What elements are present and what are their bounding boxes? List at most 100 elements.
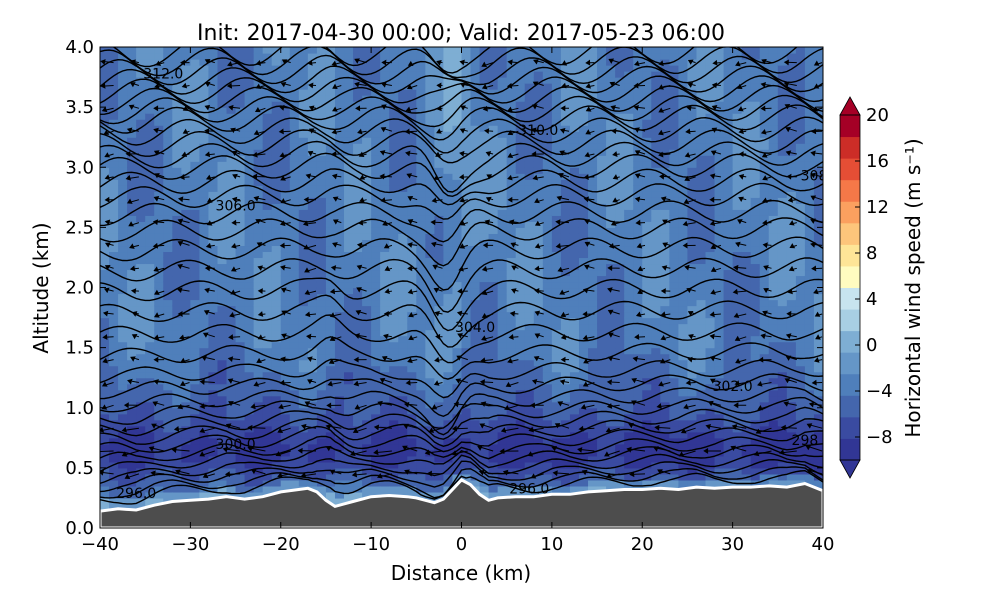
- wind-cell: [470, 425, 481, 433]
- wind-cell: [551, 281, 562, 289]
- wind-cell: [425, 335, 435, 343]
- wind-cell: [651, 395, 661, 403]
- wind-cell: [497, 425, 508, 433]
- wind-cell: [497, 323, 508, 331]
- wind-cell: [443, 143, 454, 150]
- wind-cell: [642, 89, 652, 96]
- wind-cell: [588, 149, 598, 156]
- wind-cell: [434, 185, 445, 192]
- wind-cell: [560, 275, 571, 283]
- wind-cell: [280, 299, 291, 307]
- wind-cell: [542, 233, 553, 240]
- wind-cell: [353, 371, 363, 379]
- wind-cell: [226, 191, 237, 198]
- wind-cell: [307, 113, 318, 120]
- wind-cell: [606, 413, 616, 421]
- wind-cell: [289, 137, 300, 144]
- wind-cell: [425, 173, 435, 180]
- wind-cell: [389, 353, 399, 361]
- wind-cell: [443, 377, 454, 385]
- wind-cell: [488, 179, 499, 186]
- wind-cell: [190, 143, 201, 150]
- wind-cell: [578, 479, 589, 487]
- wind-cell: [461, 395, 472, 403]
- wind-cell: [578, 77, 589, 84]
- wind-cell: [271, 395, 282, 403]
- wind-cell: [551, 215, 562, 222]
- wind-cell: [524, 257, 535, 265]
- wind-cell: [588, 455, 598, 463]
- wind-cell: [353, 227, 363, 234]
- wind-cell: [497, 125, 508, 132]
- wind-cell: [289, 179, 300, 186]
- wind-cell: [181, 137, 191, 144]
- wind-cell: [325, 149, 336, 156]
- wind-cell: [461, 473, 472, 481]
- wind-cell: [316, 167, 327, 174]
- wind-cell: [588, 479, 598, 487]
- wind-cell: [235, 203, 246, 210]
- wind-cell: [316, 119, 327, 126]
- wind-cell: [606, 407, 616, 415]
- wind-cell: [145, 347, 155, 355]
- wind-cell: [208, 113, 219, 120]
- wind-cell: [515, 473, 526, 481]
- wind-cell: [127, 101, 137, 108]
- wind-cell: [524, 101, 535, 108]
- wind-cell: [145, 377, 155, 385]
- wind-cell: [642, 47, 652, 54]
- wind-cell: [199, 209, 210, 216]
- wind-cell: [371, 191, 381, 198]
- wind-cell: [425, 263, 435, 271]
- wind-cell: [362, 455, 372, 463]
- wind-cell: [190, 485, 201, 493]
- wind-cell: [461, 413, 472, 421]
- wind-cell: [280, 251, 291, 259]
- wind-cell: [109, 137, 119, 144]
- wind-cell: [542, 47, 553, 54]
- wind-cell: [425, 299, 435, 307]
- wind-cell: [425, 125, 435, 132]
- wind-cell: [280, 419, 291, 427]
- wind-cell: [344, 413, 354, 421]
- wind-cell: [633, 317, 643, 325]
- wind-cell: [470, 341, 481, 349]
- wind-cell: [569, 353, 580, 361]
- wind-cell: [172, 143, 182, 150]
- wind-cell: [334, 371, 345, 379]
- wind-cell: [136, 161, 146, 168]
- wind-cell: [298, 179, 309, 186]
- wind-cell: [488, 449, 499, 457]
- wind-cell: [262, 323, 273, 331]
- wind-cell: [443, 59, 454, 66]
- wind-cell: [253, 305, 264, 313]
- wind-cell: [497, 485, 508, 493]
- wind-cell: [560, 359, 571, 367]
- wind-cell: [633, 425, 643, 433]
- wind-cell: [615, 353, 625, 361]
- wind-cell: [452, 281, 463, 289]
- wind-cell: [443, 335, 454, 343]
- wind-cell: [606, 71, 616, 78]
- wind-cell: [118, 77, 128, 84]
- wind-cell: [542, 377, 553, 385]
- wind-cell: [325, 365, 336, 373]
- wind-cell: [127, 341, 137, 349]
- wind-cell: [588, 113, 598, 120]
- wind-cell: [569, 377, 580, 385]
- wind-cell: [615, 119, 625, 126]
- wind-cell: [524, 83, 535, 90]
- wind-cell: [181, 191, 191, 198]
- wind-cell: [362, 191, 372, 198]
- wind-cell: [235, 83, 246, 90]
- wind-cell: [334, 365, 345, 373]
- wind-cell: [461, 305, 472, 313]
- wind-cell: [100, 245, 110, 253]
- wind-cell: [443, 281, 454, 289]
- wind-cell: [109, 113, 119, 120]
- wind-cell: [506, 71, 517, 78]
- wind-cell: [569, 371, 580, 379]
- wind-cell: [316, 455, 327, 463]
- wind-cell: [615, 107, 625, 114]
- wind-cell: [578, 263, 589, 271]
